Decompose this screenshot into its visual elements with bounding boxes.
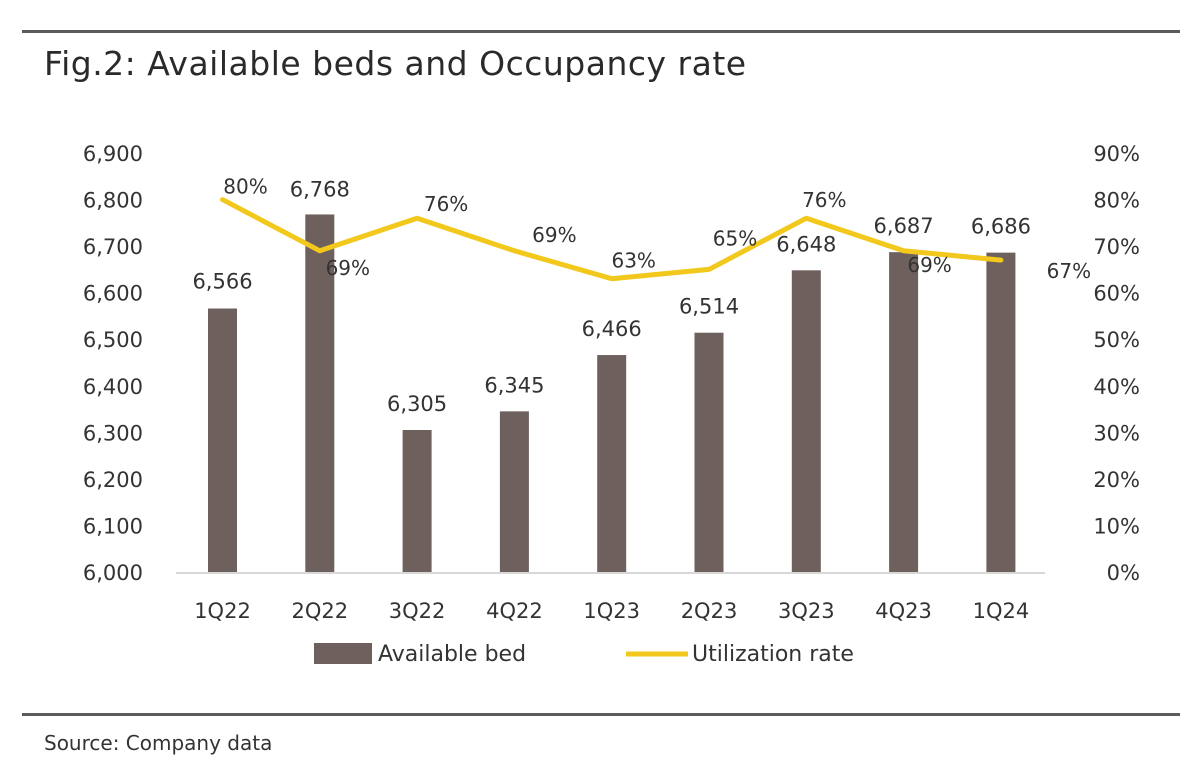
y-right-tick-label: 10% [1093, 514, 1140, 538]
legend-swatch-available-bed [314, 643, 372, 664]
y-left-tick-label: 6,500 [83, 328, 143, 352]
line-data-label: 67% [1047, 259, 1091, 283]
legend: Available bed Utilization rate [314, 642, 854, 667]
y-right-tick-label: 40% [1093, 375, 1140, 399]
bar-data-label: 6,514 [679, 295, 739, 319]
top-rule [22, 30, 1180, 33]
x-tick-label: 1Q22 [194, 599, 251, 623]
y-left-tick-label: 6,200 [83, 468, 143, 492]
x-tick-label: 4Q22 [486, 599, 543, 623]
bar-4q22 [499, 411, 529, 572]
bar-1q22 [208, 308, 237, 572]
y-left-tick-label: 6,100 [83, 514, 143, 538]
y-right-tick-label: 0% [1107, 561, 1140, 585]
line-data-label: 69% [907, 253, 951, 277]
legend-label-utilization-rate: Utilization rate [692, 642, 854, 667]
y-right-tick-label: 70% [1093, 235, 1140, 259]
legend-label-available-bed: Available bed [378, 642, 526, 667]
utilization-point-1q23 [610, 277, 614, 281]
bar-4q23 [889, 252, 919, 572]
y-left-axis: 6,000 6,100 6,200 6,300 6,400 6,500 6,600 6,700… [83, 142, 143, 585]
bar-data-labels: 6,566 6,768 6,305 6,345 6,466 6,514 6,648 6,687… [192, 177, 1031, 416]
utilization-point-3q22 [415, 216, 419, 220]
bar-2q22 [305, 214, 335, 572]
x-tick-label: 3Q23 [778, 599, 835, 623]
utilization-point-4q22 [512, 249, 516, 253]
line-data-label: 80% [223, 175, 267, 199]
bar-data-label: 6,305 [387, 392, 447, 416]
y-left-tick-label: 6,300 [83, 421, 143, 445]
y-left-tick-label: 6,900 [83, 142, 143, 166]
utilization-point-2q22 [318, 249, 322, 253]
y-right-tick-label: 60% [1093, 282, 1140, 306]
bar-data-label: 6,466 [582, 317, 642, 341]
utilization-point-2q23 [707, 267, 711, 271]
line-data-label: 69% [326, 256, 370, 280]
line-data-label: 69% [532, 223, 576, 247]
y-right-tick-label: 20% [1093, 468, 1140, 492]
x-tick-label: 4Q23 [875, 599, 932, 623]
x-tick-label: 3Q22 [389, 599, 446, 623]
x-tick-label: 1Q23 [583, 599, 640, 623]
x-axis-ticks: 1Q22 2Q22 3Q22 4Q22 1Q23 2Q23 3Q23 4Q23 1Q24 [194, 599, 1029, 623]
y-left-tick-label: 6,700 [83, 235, 143, 259]
y-left-tick-label: 6,600 [83, 282, 143, 306]
bar-data-label: 6,566 [192, 269, 252, 293]
bar-data-label: 6,686 [971, 215, 1031, 239]
line-series [220, 197, 1004, 282]
y-right-axis: 0% 10% 20% 30% 40% 50% 60% 70% 80% 90% [1093, 142, 1140, 585]
x-tick-label: 2Q22 [291, 599, 348, 623]
bar-3q23 [791, 270, 821, 572]
x-tick-label: 2Q23 [681, 599, 738, 623]
bar-1q24 [986, 252, 1016, 572]
line-data-label: 63% [611, 249, 655, 273]
line-data-label: 76% [802, 188, 846, 212]
bar-data-label: 6,345 [484, 373, 544, 397]
y-left-tick-label: 6,400 [83, 375, 143, 399]
figure-title: Fig.2: Available beds and Occupancy rate [44, 44, 747, 83]
utilization-point-4q23 [902, 249, 906, 253]
utilization-point-3q23 [804, 216, 808, 220]
x-tick-label: 1Q24 [973, 599, 1030, 623]
line-data-label: 76% [424, 192, 468, 216]
y-left-tick-label: 6,000 [83, 561, 143, 585]
y-right-tick-label: 90% [1093, 142, 1140, 166]
utilization-point-1q22 [221, 198, 224, 202]
y-right-tick-label: 80% [1093, 189, 1140, 213]
bar-data-label: 6,768 [290, 177, 350, 201]
y-left-tick-label: 6,800 [83, 189, 143, 213]
utilization-point-1q24 [999, 258, 1003, 262]
bar-series [208, 214, 1016, 572]
bar-2q23 [694, 332, 724, 572]
line-data-labels: 80% 69% 76% 69% 63% 65% 76% 69% 67% [223, 175, 1091, 284]
source-note: Source: Company data [44, 731, 273, 755]
bar-data-label: 6,687 [874, 214, 934, 238]
y-right-tick-label: 50% [1093, 328, 1140, 352]
line-data-label: 65% [713, 226, 757, 250]
bar-data-label: 6,648 [776, 232, 836, 256]
bar-1q23 [597, 355, 627, 572]
bottom-rule [22, 713, 1180, 716]
y-right-tick-label: 30% [1093, 421, 1140, 445]
bar-3q22 [402, 430, 432, 572]
